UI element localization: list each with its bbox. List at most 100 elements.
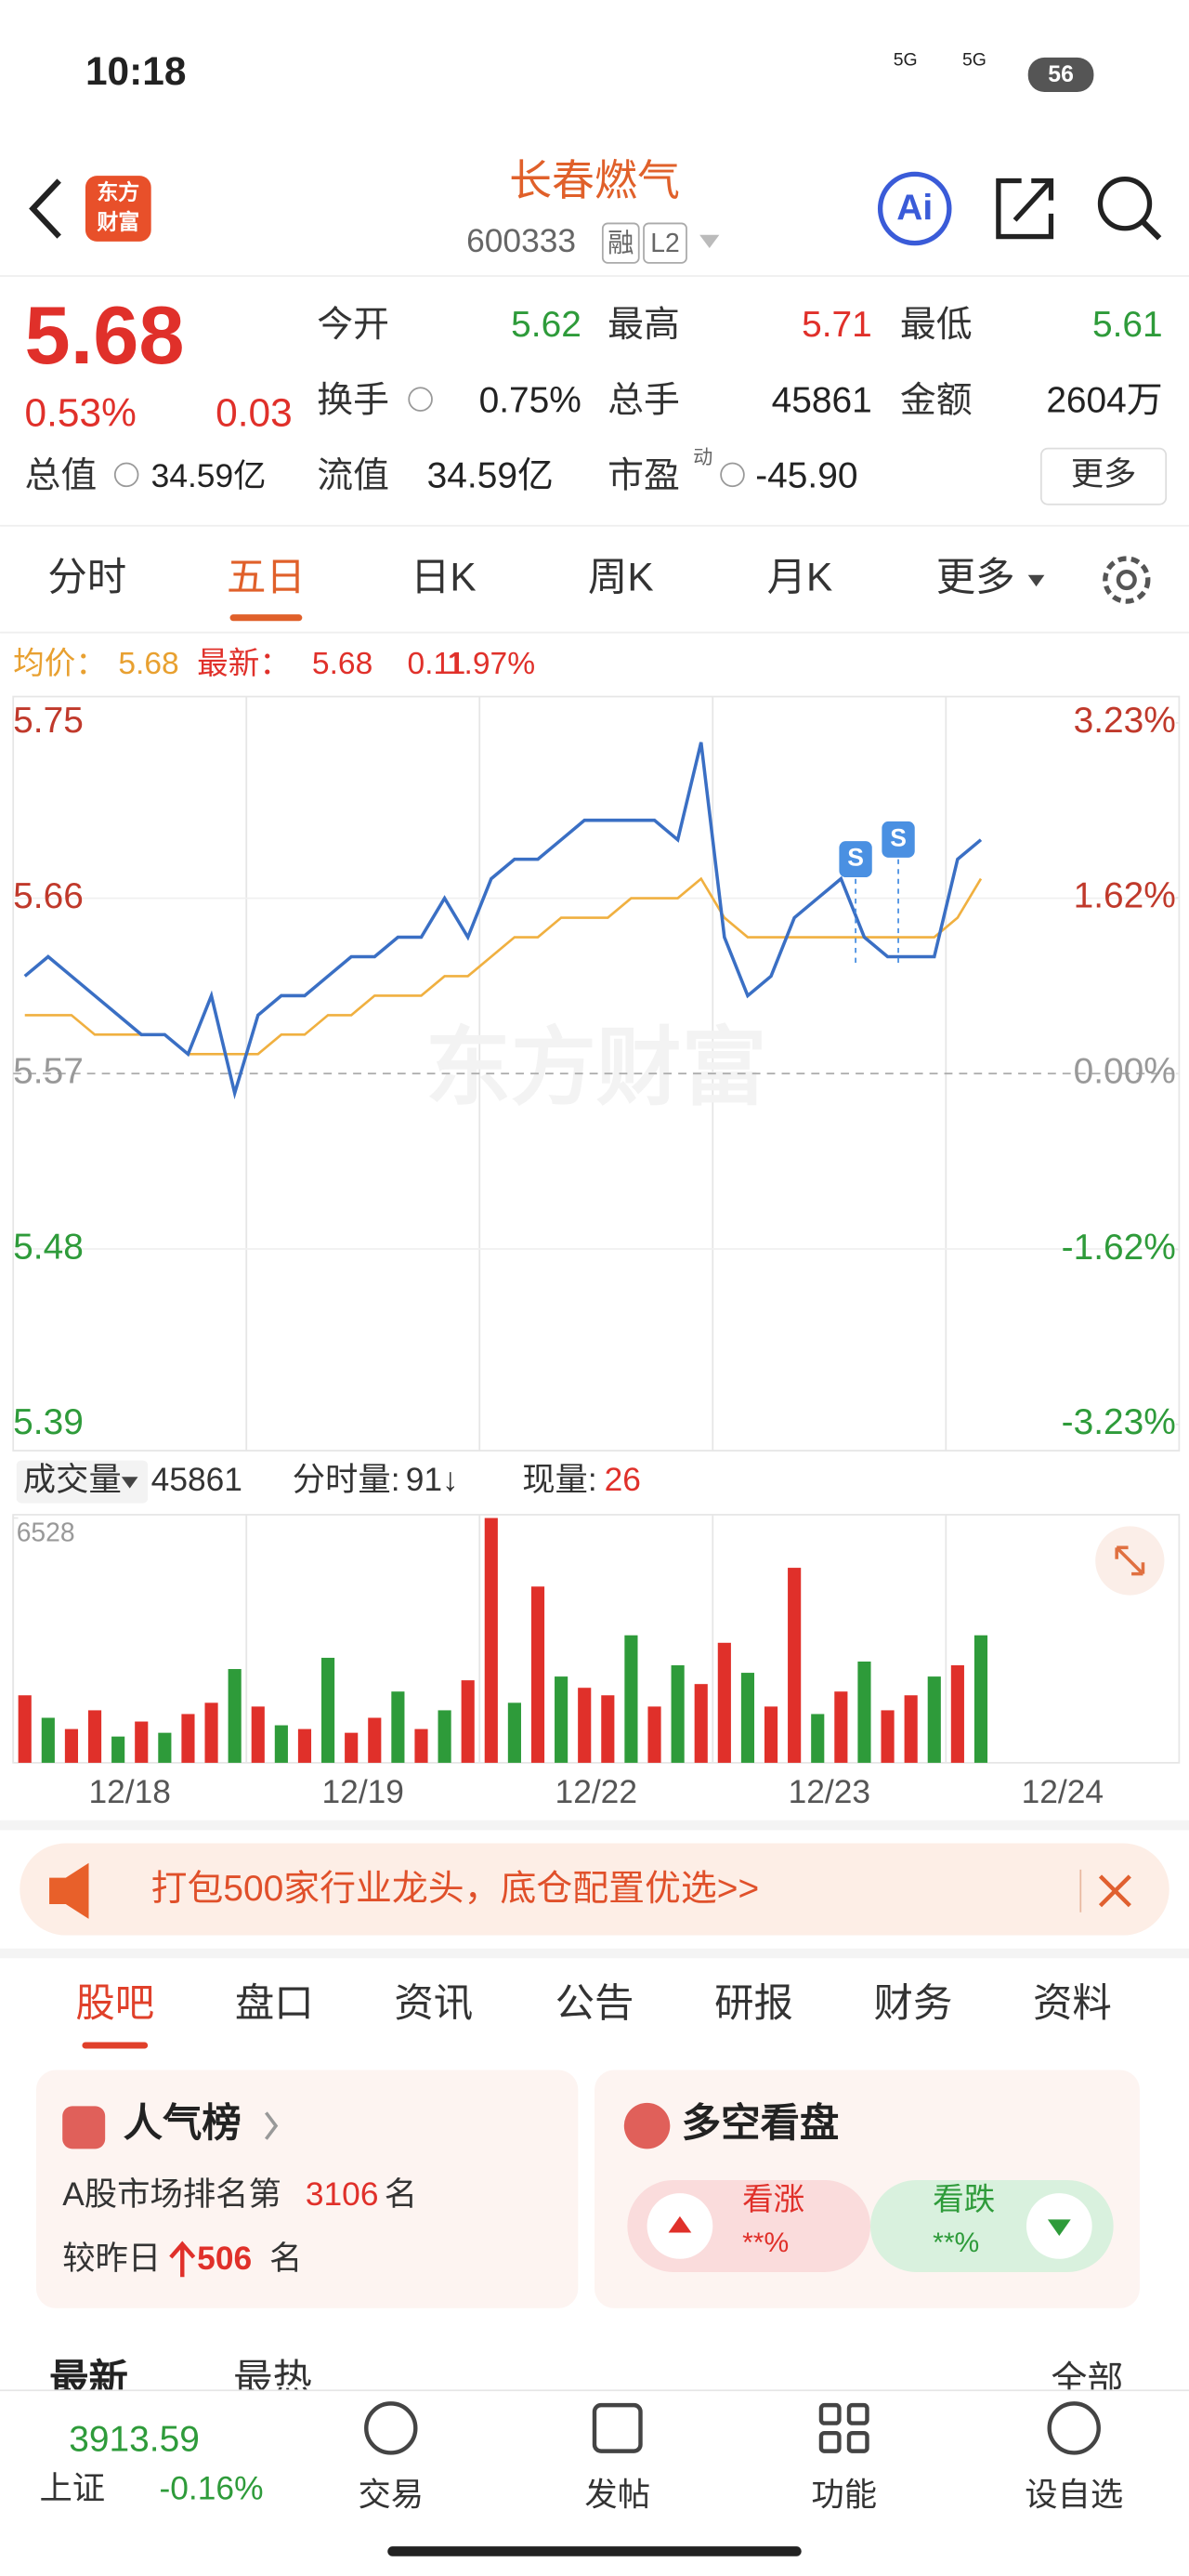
ai-icon[interactable]	[877, 171, 952, 246]
watchlist-icon[interactable]	[1047, 2401, 1101, 2455]
volume-bar	[484, 1518, 498, 1763]
chart-tab[interactable]: 周K	[588, 555, 654, 598]
field-value: 34.59亿	[427, 456, 554, 496]
volume-bar	[881, 1710, 895, 1763]
volume-bar	[111, 1736, 125, 1763]
more-button[interactable]	[1039, 447, 1168, 506]
nav-label[interactable]: 功能	[811, 2477, 877, 2513]
minute-label: 分时量:	[293, 1462, 400, 1498]
tag-box	[643, 222, 687, 264]
post-icon[interactable]	[592, 2402, 643, 2453]
field-value: 5.62	[511, 305, 581, 345]
content-tab[interactable]: 盘口	[235, 1981, 314, 2025]
popularity-card[interactable]	[35, 2070, 579, 2308]
volume-bar	[64, 1728, 79, 1763]
y2-tick-label: -1.62%	[1062, 1228, 1176, 1268]
field-value: 5.71	[802, 305, 872, 345]
nav-label[interactable]: 交易	[358, 2477, 424, 2513]
y-tick-label: 5.39	[13, 1402, 84, 1442]
logo-text: 财富	[97, 210, 139, 234]
volume-label[interactable]: 成交量	[23, 1462, 122, 1498]
volume-bar	[671, 1664, 685, 1763]
ad-text[interactable]: 打包500家行业龙头，底仓配置优选>>	[151, 1869, 760, 1909]
volume-bar	[647, 1706, 661, 1763]
info-icon	[408, 387, 433, 412]
battery	[1027, 57, 1094, 92]
function-icon[interactable]	[818, 2402, 842, 2425]
settings-icon[interactable]	[1103, 556, 1151, 604]
content-tab[interactable]: 公告	[555, 1981, 634, 2025]
search-icon[interactable]	[1097, 177, 1153, 231]
dropdown-icon[interactable]	[699, 234, 720, 248]
content-tab[interactable]: 资料	[1033, 1981, 1112, 2025]
volume-bar	[228, 1669, 242, 1763]
chart-tab[interactable]: 更多	[936, 555, 1015, 598]
content-tab[interactable]: 资讯	[394, 1981, 473, 2025]
nav-label[interactable]: 设自选	[1025, 2477, 1123, 2513]
content-tab[interactable]: 财务	[874, 1981, 953, 2025]
volume-bar	[811, 1714, 825, 1763]
field-label: 最高	[608, 305, 680, 345]
x-tick-label: 12/19	[322, 1774, 404, 1810]
ai-label[interactable]: Ai	[896, 189, 933, 229]
volume-bar	[391, 1691, 405, 1763]
volume-bar	[507, 1702, 521, 1763]
y2-tick-label: 3.23%	[1074, 701, 1176, 741]
y-tick-label: 6528	[17, 1518, 75, 1547]
volume-bar	[950, 1664, 964, 1763]
annotation: S	[890, 823, 907, 851]
index-name: 上证	[39, 2470, 105, 2506]
last-price: 5.68	[25, 289, 185, 381]
bear-percent: **%	[933, 2228, 979, 2258]
tab-underline	[82, 2042, 149, 2049]
volume-bar	[904, 1695, 918, 1763]
ad-banner[interactable]	[20, 1843, 1169, 1936]
field-value: 34.59亿	[151, 458, 267, 494]
change-value: 506	[197, 2241, 252, 2277]
search-icon	[1141, 219, 1162, 241]
expand-icon	[1115, 1545, 1145, 1576]
share-icon[interactable]	[996, 177, 1054, 240]
annotation-badge	[839, 841, 872, 878]
field-value: 45861	[772, 380, 872, 420]
back-icon[interactable]	[29, 178, 61, 239]
volume-total: 45861	[151, 1462, 242, 1498]
battery-level: 56	[1048, 62, 1074, 87]
network-label: 5G	[894, 50, 918, 71]
x-tick-label: 12/24	[1022, 1774, 1104, 1810]
close-icon[interactable]	[1098, 1874, 1131, 1908]
field-value: 5.61	[1092, 305, 1163, 345]
change-text: 较昨日	[62, 2241, 161, 2277]
volume-bar	[18, 1695, 32, 1763]
content-tab[interactable]: 股吧	[75, 1981, 154, 2025]
volume-bar	[41, 1717, 55, 1763]
index-change: -0.16%	[160, 2470, 264, 2506]
network-label: 5G	[962, 50, 986, 71]
volume-bar	[764, 1706, 778, 1763]
nav-icons	[364, 2401, 1101, 2455]
rank-icon	[62, 2106, 106, 2149]
chart-tab[interactable]: 日K	[411, 555, 477, 598]
chart-tab[interactable]: 月K	[767, 555, 833, 598]
chart-tab[interactable]: 五日	[227, 555, 306, 598]
up-arrow	[169, 2241, 196, 2278]
change-text: 名	[269, 2241, 302, 2277]
volume-bar	[438, 1710, 451, 1763]
up-arrow	[668, 2215, 692, 2233]
stock-code: 600333	[466, 223, 576, 259]
legend-item: 1.97%	[447, 647, 535, 681]
nav-label[interactable]: 发帖	[584, 2477, 650, 2513]
rank-value: 3106	[306, 2176, 379, 2213]
trade-icon[interactable]	[364, 2401, 418, 2455]
field-label: 流值	[317, 456, 389, 496]
volume-bar	[158, 1732, 172, 1763]
index-value[interactable]: 3913.59	[69, 2419, 200, 2459]
more-label[interactable]: 更多	[1071, 456, 1137, 493]
legend-item: 0.11	[407, 647, 465, 681]
volume-bar	[530, 1586, 545, 1763]
y-tick-label: 5.48	[13, 1227, 84, 1267]
bull-label: 看涨	[742, 2183, 804, 2217]
chart-tab[interactable]: 分时	[47, 555, 126, 598]
card-title: 人气榜	[124, 2101, 242, 2145]
content-tab[interactable]: 研报	[714, 1981, 793, 2025]
